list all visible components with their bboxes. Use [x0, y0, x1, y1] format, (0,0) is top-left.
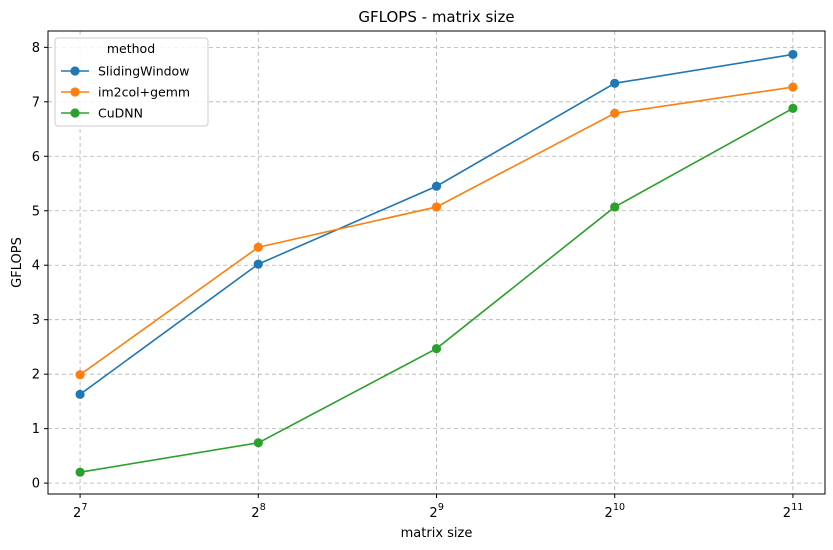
data-point-CuDNN	[610, 202, 620, 212]
x-tick-label-base: 2	[73, 506, 81, 521]
x-tick-label-base: 2	[251, 506, 259, 521]
x-tick-label: 2 11	[783, 502, 804, 521]
data-point-SlidingWindow	[788, 49, 798, 60]
y-tick-label: 6	[32, 150, 40, 165]
x-tick-label: 2 10	[605, 502, 626, 521]
legend-box	[54, 37, 209, 127]
series-layer	[75, 49, 798, 477]
legend-marker	[70, 108, 80, 118]
y-tick-label: 5	[32, 204, 40, 219]
legend-title: method	[107, 41, 155, 56]
y-tick-label: 1	[32, 422, 40, 437]
x-axis: 2 7 2 8 2 9 2 10 2 11	[73, 494, 803, 521]
legend-label: SlidingWindow	[98, 64, 189, 79]
y-tick-label: 7	[32, 95, 40, 110]
x-tick-label-exponent: 10	[613, 502, 625, 513]
x-tick-label-base: 2	[783, 506, 791, 521]
x-tick-label-base: 2	[429, 506, 437, 521]
data-point-CuDNN	[253, 438, 263, 448]
y-tick-label: 3	[32, 313, 40, 328]
x-tick-label-base: 2	[605, 506, 613, 521]
y-tick-label: 2	[32, 368, 40, 383]
data-point-CuDNN	[75, 467, 85, 477]
data-point-im2col+gemm	[431, 202, 442, 212]
x-axis-title: matrix size	[401, 526, 473, 541]
x-tick-label-exponent: 11	[791, 502, 803, 513]
x-tick-label-exponent: 8	[260, 502, 266, 513]
y-tick-label: 8	[32, 41, 40, 56]
legend: method SlidingWindow im2col+gemm CuDNN	[54, 37, 209, 127]
y-axis-title: GFLOPS	[10, 237, 25, 288]
data-point-SlidingWindow	[253, 259, 263, 269]
data-point-CuDNN	[788, 103, 798, 113]
x-tick-label-exponent: 7	[81, 502, 87, 513]
data-point-CuDNN	[431, 343, 442, 354]
data-point-im2col+gemm	[610, 108, 620, 118]
data-point-im2col+gemm	[75, 370, 85, 380]
x-tick-label-exponent: 9	[438, 502, 444, 513]
y-axis: 0 1 2 3 4 5 6 7 8	[32, 41, 48, 492]
data-point-im2col+gemm	[788, 82, 798, 92]
data-point-SlidingWindow	[75, 389, 85, 399]
y-tick-label: 0	[32, 477, 40, 492]
chart-title: GFLOPS - matrix size	[358, 8, 514, 26]
legend-marker	[70, 66, 80, 76]
legend-label: im2col+gemm	[98, 85, 190, 100]
legend-label: CuDNN	[98, 106, 143, 121]
data-point-SlidingWindow	[610, 78, 620, 88]
data-point-im2col+gemm	[253, 242, 263, 252]
legend-marker	[70, 87, 80, 97]
y-tick-label: 4	[32, 259, 40, 274]
data-point-SlidingWindow	[431, 181, 442, 191]
